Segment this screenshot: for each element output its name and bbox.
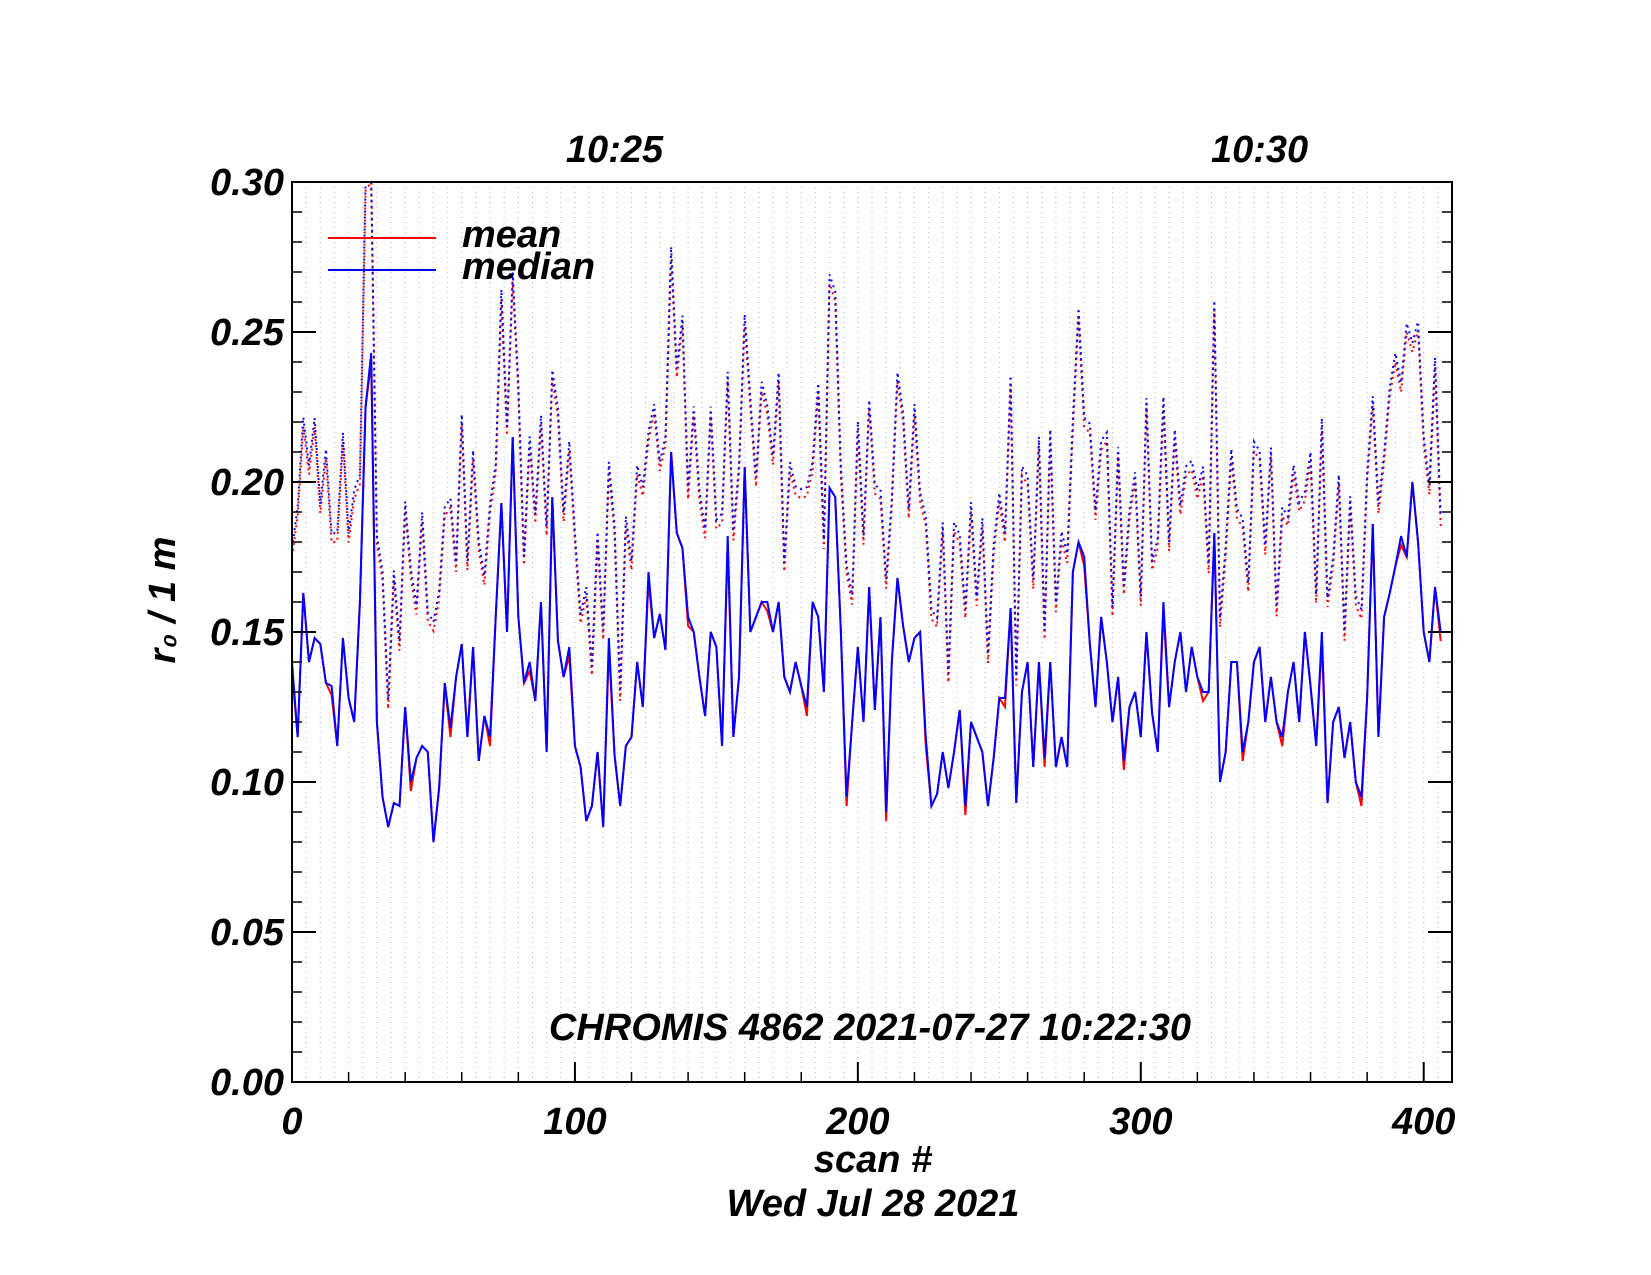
observation-annotation: CHROMIS 4862 2021-07-27 10:22:30 <box>549 1007 1191 1049</box>
y-axis-title: r₀ / 1 m <box>142 537 184 664</box>
legend-label-median: median <box>462 246 595 288</box>
y-tick-label: 0.10 <box>210 762 284 804</box>
series-layer <box>291 178 1442 843</box>
series-median <box>291 352 1442 843</box>
date-label: Wed Jul 28 2021 <box>727 1183 1020 1225</box>
x-tick-label: 200 <box>825 1101 889 1143</box>
x-tick-labels: 0 100 200 300 400 <box>281 1101 1455 1143</box>
top-axis-tick-label: 10:25 <box>566 129 664 171</box>
top-axis-tick-labels: 10:25 10:30 <box>566 129 1308 171</box>
legend: mean median <box>328 214 595 288</box>
y-tick-labels: 0.00 0.05 0.10 0.15 0.20 0.25 0.30 <box>210 162 285 1104</box>
x-tick-label: 0 <box>281 1101 302 1143</box>
y-tick-label: 0.15 <box>210 612 285 654</box>
tick-marks <box>291 181 1452 1083</box>
y-tick-label: 0.30 <box>210 162 284 204</box>
x-tick-label: 400 <box>1391 1101 1455 1143</box>
top-axis-tick-label: 10:30 <box>1211 129 1308 171</box>
y-tick-label: 0.20 <box>210 462 284 504</box>
x-tick-label: 300 <box>1109 1101 1172 1143</box>
y-tick-label: 0.00 <box>210 1062 284 1104</box>
y-tick-label: 0.25 <box>210 312 285 354</box>
x-axis-title: scan # <box>814 1139 933 1181</box>
series-median-dotted <box>291 181 1442 701</box>
legend-label-mean: mean <box>462 214 561 256</box>
y-tick-label: 0.05 <box>210 912 285 954</box>
x-tick-label: 100 <box>543 1101 606 1143</box>
